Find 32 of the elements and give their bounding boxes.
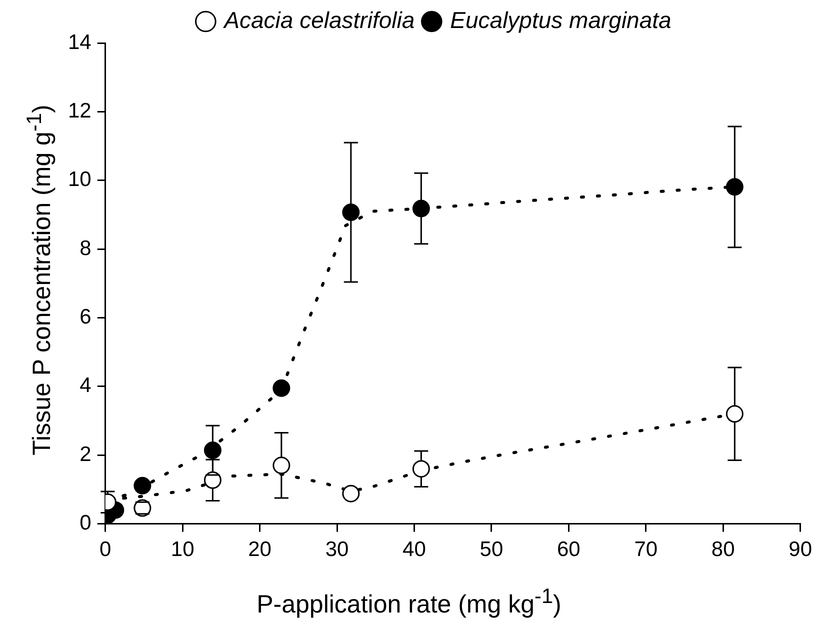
y-tick-label: 0 <box>80 512 92 535</box>
point <box>272 379 290 397</box>
point <box>412 200 430 218</box>
x-tick-label: 40 <box>402 538 426 562</box>
legend-label: Eucalyptus marginata <box>450 6 672 33</box>
x-tick-label: 70 <box>634 538 658 562</box>
x-tick-label: 50 <box>480 538 504 562</box>
x-tick-label: 30 <box>325 538 349 562</box>
point <box>134 476 152 494</box>
y-tick-label: 4 <box>80 374 92 398</box>
y-tick-label: 14 <box>68 30 92 54</box>
legend-label: Acacia celastrifolia <box>222 6 415 33</box>
x-tick-label: 20 <box>248 538 272 562</box>
point <box>342 484 360 502</box>
y-tick-label: 6 <box>80 306 92 329</box>
x-tick-label: 80 <box>711 538 735 562</box>
x-tick-label: 60 <box>556 538 580 562</box>
x-axis-title: P-application rate (mg kg$^{-1}$) <box>256 585 562 620</box>
x-tick-label: 10 <box>170 538 194 562</box>
point <box>412 460 430 478</box>
y-tick-label: 2 <box>80 442 92 466</box>
point <box>204 471 222 489</box>
point <box>272 456 290 474</box>
point <box>204 442 222 460</box>
y-tick-label: 10 <box>68 168 92 192</box>
x-tick-label: 0 <box>100 538 112 562</box>
y-tick-label: 12 <box>68 99 92 122</box>
y-tick-label: 8 <box>80 236 92 260</box>
point <box>726 405 744 423</box>
x-tick-label: 90 <box>788 538 812 562</box>
point <box>342 204 360 222</box>
point <box>726 178 744 196</box>
